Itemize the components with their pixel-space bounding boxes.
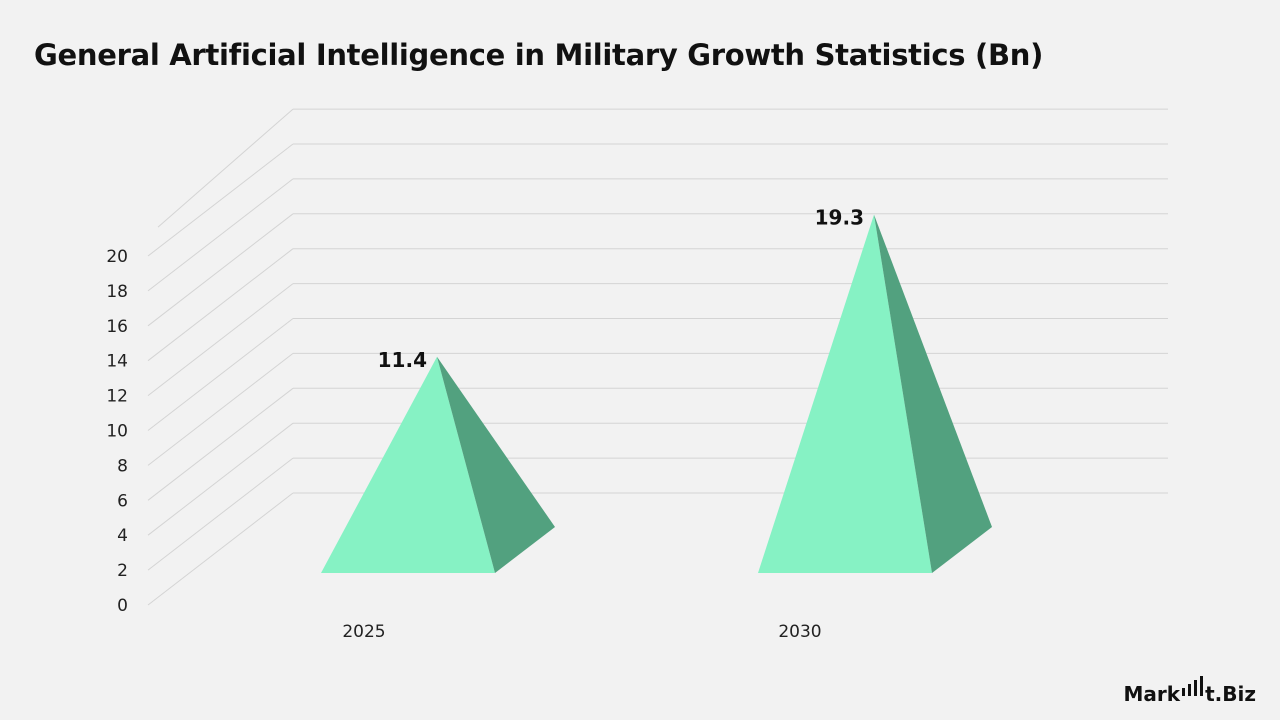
logo-bars-icon — [1182, 676, 1204, 696]
gridline-depth — [147, 318, 294, 431]
gridline-depth — [147, 422, 294, 536]
data-label: 11.4 — [378, 348, 427, 372]
y-axis-ticks: 0 2 4 6 8 10 12 14 16 18 20 — [106, 247, 128, 616]
y-tick-label: 6 — [117, 491, 128, 511]
y-tick-label: 12 — [106, 387, 128, 407]
gridline-depth — [147, 143, 294, 257]
y-tick-label: 18 — [106, 282, 128, 302]
data-label: 19.3 — [815, 206, 864, 230]
y-tick-label: 4 — [117, 526, 128, 546]
y-tick-label: 16 — [106, 317, 128, 337]
gridline-depth — [147, 492, 294, 606]
gridline-depth — [147, 248, 294, 362]
gridline-depth — [147, 353, 294, 466]
gridlines — [147, 108, 1168, 606]
chart-title: General Artificial Intelligence in Milit… — [34, 38, 1044, 72]
gridline-depth — [147, 387, 294, 501]
y-tick-label: 20 — [106, 247, 128, 267]
pyramid-side — [874, 214, 992, 573]
x-category-label: 2030 — [778, 622, 821, 642]
y-tick-label: 10 — [106, 422, 128, 442]
y-tick-label: 14 — [106, 352, 128, 372]
y-tick-label: 2 — [117, 561, 128, 581]
gridline-depth — [147, 283, 294, 396]
x-axis-labels: 2025 2030 — [342, 622, 821, 642]
gridline-depth — [147, 178, 294, 292]
data-marks: 11.4 19.3 — [321, 206, 992, 573]
gridline-depth — [147, 213, 294, 327]
y-tick-label: 8 — [117, 456, 128, 476]
x-category-label: 2025 — [342, 622, 385, 642]
y-tick-label: 0 — [117, 596, 128, 616]
pyramid-face — [758, 214, 932, 573]
gridline-depth — [157, 108, 294, 228]
pyramid-side — [437, 356, 555, 573]
brand-logo: Mark t.Biz — [1124, 676, 1256, 706]
pyramid-face — [321, 356, 495, 573]
gridline-depth — [147, 457, 294, 571]
